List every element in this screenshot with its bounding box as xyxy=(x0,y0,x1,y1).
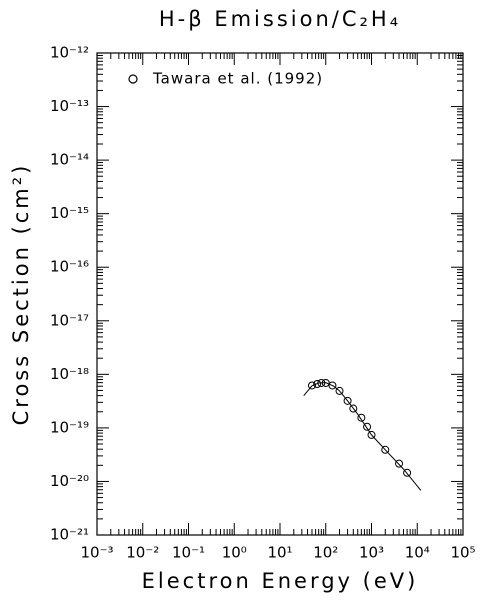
y-tick-label: 10⁻¹³ xyxy=(50,97,89,115)
data-point xyxy=(357,413,366,422)
chart-title: H-β Emission/C₂H₄ xyxy=(159,7,401,31)
y-tick-label: 10⁻¹⁶ xyxy=(50,258,89,276)
data-point xyxy=(403,468,412,477)
data-point xyxy=(395,459,404,468)
data-point xyxy=(343,396,352,405)
data-point xyxy=(307,381,316,390)
legend-label: Tawara et al. (1992) xyxy=(152,70,323,88)
fit-line xyxy=(303,382,422,491)
y-tick-label: 10⁻¹⁵ xyxy=(50,204,89,222)
x-tick-label: 10⁻³ xyxy=(80,544,113,562)
x-tick-label: 10⁴ xyxy=(405,544,430,562)
data-point xyxy=(349,404,358,413)
x-tick-label: 10⁵ xyxy=(450,544,475,562)
y-tick-label: 10⁻¹⁷ xyxy=(50,311,89,329)
y-tick-label: 10⁻¹⁴ xyxy=(50,151,89,169)
y-tick-label: 10⁻¹⁸ xyxy=(50,365,89,383)
x-tick-label: 10² xyxy=(313,544,338,562)
plot-frame xyxy=(96,52,464,536)
data-point xyxy=(335,386,344,395)
x-axis-label: Electron Energy (eV) xyxy=(142,569,419,593)
y-tick-label: 10⁻¹² xyxy=(50,44,89,62)
y-tick-label: 10⁻²¹ xyxy=(50,526,89,544)
y-tick-label: 10⁻¹⁹ xyxy=(50,418,89,436)
data-point xyxy=(367,430,376,439)
x-tick-label: 10³ xyxy=(359,544,384,562)
x-tick-label: 10⁰ xyxy=(222,544,247,562)
data-point xyxy=(381,445,390,454)
x-tick-label: 10⁻¹ xyxy=(172,544,205,562)
x-tick-label: 10¹ xyxy=(267,544,292,562)
data-point xyxy=(363,422,372,431)
x-tick-label: 10⁻² xyxy=(126,544,159,562)
data-point xyxy=(328,381,337,390)
legend-marker xyxy=(128,74,138,84)
data-point xyxy=(313,379,322,388)
y-axis-label: Cross Section (cm²) xyxy=(9,163,33,426)
y-tick-label: 10⁻²⁰ xyxy=(50,472,89,490)
